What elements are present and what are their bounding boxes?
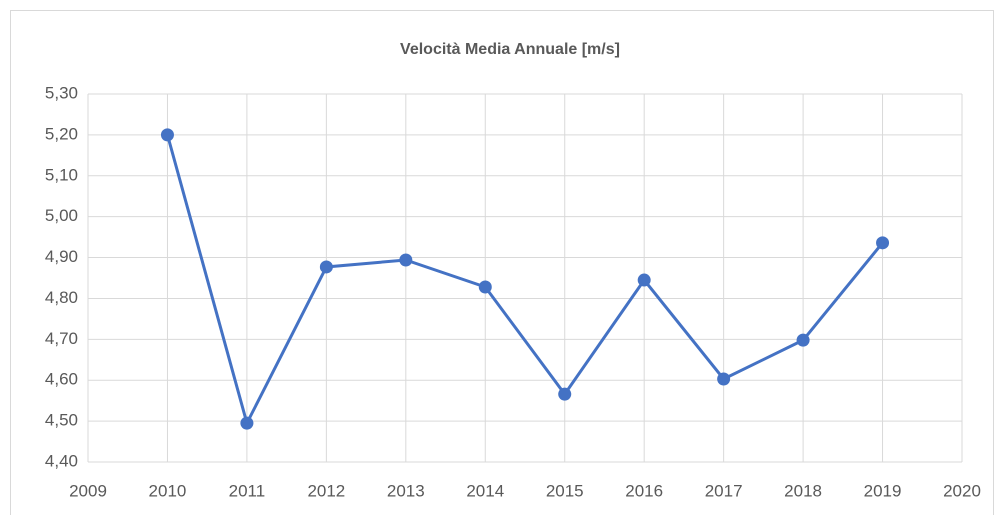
point (160, 128, 174, 142)
point (319, 260, 333, 274)
x-tick-label: 2019 (864, 481, 902, 500)
x-tick-label: 2013 (387, 481, 425, 500)
y-tick-label: 5,20 (45, 124, 78, 143)
x-tick-label: 2012 (307, 481, 345, 500)
point (478, 280, 492, 294)
y-tick-label: 4,60 (45, 370, 78, 389)
x-tick-label: 2017 (705, 481, 743, 500)
y-tick-label: 5,00 (45, 206, 78, 225)
point (717, 372, 731, 386)
y-tick-label: 4,50 (45, 411, 78, 430)
y-tick-label: 5,10 (45, 165, 78, 184)
x-tick-label: 2011 (229, 481, 266, 500)
point (876, 236, 890, 250)
line (166, 134, 884, 428)
x-tick-label: 2009 (69, 481, 107, 500)
point (637, 273, 651, 287)
point (796, 333, 810, 347)
chart-title: Velocità Media Annuale [m/s] (400, 41, 620, 58)
y-tick-label: 4,80 (45, 288, 78, 307)
y-tick-label: 4,90 (45, 247, 78, 266)
y-tick-label: 4,40 (45, 451, 78, 470)
x-tick-label: 2016 (625, 481, 663, 500)
point (558, 387, 572, 401)
chart-border (10, 10, 994, 515)
y-tick-label: 5,30 (45, 83, 78, 102)
x-tick-label: 2018 (784, 481, 822, 500)
x-tick-label: 2020 (943, 481, 981, 500)
x-tick-label: 2010 (149, 481, 187, 500)
x-tick-label: 2015 (546, 481, 584, 500)
point (240, 416, 254, 430)
point (399, 253, 413, 267)
x-tick-label: 2014 (466, 481, 504, 500)
y-tick-label: 4,70 (45, 329, 78, 348)
